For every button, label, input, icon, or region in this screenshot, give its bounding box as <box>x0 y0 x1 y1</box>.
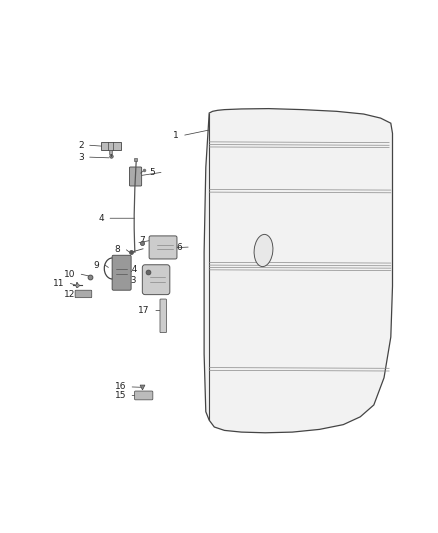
Text: 2: 2 <box>78 141 84 150</box>
FancyBboxPatch shape <box>109 150 113 154</box>
FancyBboxPatch shape <box>160 299 166 333</box>
FancyBboxPatch shape <box>149 236 177 259</box>
Text: 7: 7 <box>139 236 145 245</box>
Text: 1: 1 <box>173 131 179 140</box>
FancyBboxPatch shape <box>129 167 141 186</box>
Text: 16: 16 <box>114 383 126 391</box>
FancyBboxPatch shape <box>112 255 131 290</box>
Polygon shape <box>204 109 392 433</box>
Text: 6: 6 <box>176 243 182 252</box>
Text: 3: 3 <box>78 152 84 161</box>
FancyBboxPatch shape <box>142 265 170 295</box>
Text: 8: 8 <box>114 245 120 254</box>
Text: 15: 15 <box>114 391 126 400</box>
FancyBboxPatch shape <box>134 158 137 161</box>
Text: 12: 12 <box>64 290 75 299</box>
Text: 11: 11 <box>53 279 64 288</box>
Text: 10: 10 <box>64 270 75 279</box>
FancyBboxPatch shape <box>75 290 92 297</box>
Text: 17: 17 <box>138 306 150 315</box>
FancyBboxPatch shape <box>134 391 153 400</box>
Ellipse shape <box>254 235 273 266</box>
Text: 4: 4 <box>99 214 104 223</box>
Text: 14: 14 <box>127 265 138 274</box>
Text: 9: 9 <box>93 261 99 270</box>
FancyBboxPatch shape <box>101 142 121 150</box>
Text: 5: 5 <box>149 168 155 177</box>
Text: 13: 13 <box>127 276 138 285</box>
